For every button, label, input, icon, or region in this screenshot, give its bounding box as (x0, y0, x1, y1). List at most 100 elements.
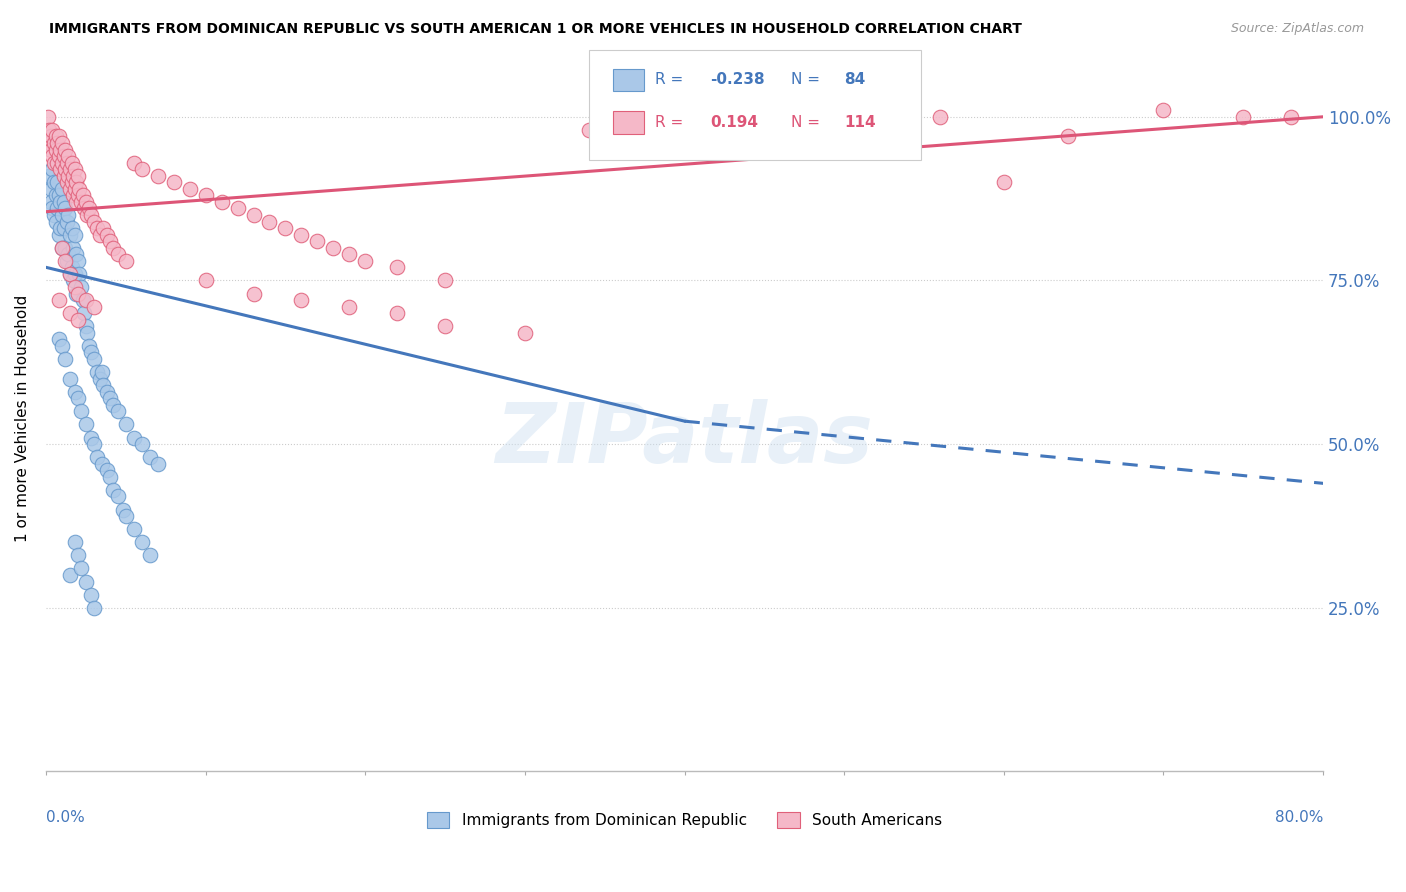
Point (194, 273, 217, 287)
Point (45, 188, 67, 202)
Point (51, 339, 73, 353)
Point (111, 502, 134, 516)
Point (66, 169, 89, 183)
Point (79, 430, 101, 444)
Point (53, 162, 76, 177)
Point (62, 241, 84, 255)
Point (86, 365, 108, 379)
Point (41, 162, 63, 177)
Point (131, 535, 153, 549)
Point (434, 319, 457, 334)
Point (46, 155, 69, 169)
Text: R =: R = (655, 72, 689, 87)
Point (434, 273, 457, 287)
Text: 80.0%: 80.0% (1275, 810, 1323, 825)
Point (53, 241, 76, 255)
Point (75, 293, 97, 307)
Point (62, 169, 84, 183)
FancyBboxPatch shape (589, 50, 921, 160)
Point (146, 169, 169, 183)
Point (48, 227, 70, 242)
Point (63, 227, 86, 242)
Point (55, 155, 77, 169)
Point (93, 221, 115, 235)
Point (385, 260, 408, 275)
Point (242, 208, 264, 222)
Point (226, 202, 249, 216)
Point (53, 202, 76, 216)
Point (45, 143, 67, 157)
Point (55, 253, 77, 268)
Point (63, 162, 86, 177)
Point (101, 241, 124, 255)
Point (131, 437, 153, 451)
Point (79, 345, 101, 359)
Point (163, 175, 186, 189)
Point (52, 169, 75, 183)
Point (63, 280, 86, 294)
Point (65, 286, 87, 301)
Point (46, 202, 69, 216)
Point (72, 293, 94, 307)
Point (41, 123, 63, 137)
Text: 0.194: 0.194 (710, 115, 758, 130)
Point (51, 208, 73, 222)
Point (41, 149, 63, 163)
Point (107, 490, 129, 504)
Point (107, 247, 129, 261)
FancyBboxPatch shape (613, 69, 644, 91)
Point (55, 214, 77, 228)
Point (513, 326, 536, 340)
Point (211, 194, 233, 209)
Point (60, 155, 83, 169)
Point (101, 483, 124, 497)
Text: IMMIGRANTS FROM DOMINICAN REPUBLIC VS SOUTH AMERICAN 1 OR MORE VEHICLES IN HOUSE: IMMIGRANTS FROM DOMINICAN REPUBLIC VS SO… (49, 22, 1022, 37)
Point (131, 162, 153, 177)
Point (58, 247, 80, 261)
Text: 0.0%: 0.0% (46, 810, 84, 825)
Point (114, 253, 136, 268)
Point (63, 384, 86, 399)
Point (122, 155, 145, 169)
Point (62, 273, 84, 287)
Point (66, 549, 89, 563)
Point (65, 247, 87, 261)
Point (51, 182, 73, 196)
Point (45, 129, 67, 144)
Text: ZIPatlas: ZIPatlas (496, 399, 873, 480)
Point (42, 155, 65, 169)
Point (385, 306, 408, 320)
Point (194, 188, 217, 202)
Point (93, 378, 115, 392)
Text: N =: N = (790, 72, 824, 87)
Point (42, 175, 65, 189)
Point (42, 208, 65, 222)
Point (63, 267, 86, 281)
Point (39, 182, 62, 196)
Point (63, 535, 86, 549)
Point (59, 182, 82, 196)
Point (49, 194, 72, 209)
Point (86, 450, 108, 465)
Point (993, 175, 1015, 189)
Point (59, 267, 82, 281)
Point (72, 188, 94, 202)
Point (101, 398, 124, 412)
Point (48, 129, 70, 144)
Point (79, 588, 101, 602)
Point (89, 371, 111, 385)
Point (41, 202, 63, 216)
Point (51, 155, 73, 169)
Point (77, 339, 100, 353)
Point (46, 136, 69, 150)
Point (1232, 110, 1254, 124)
Point (70, 561, 93, 575)
Point (66, 253, 89, 268)
Point (75, 574, 97, 589)
Point (38, 123, 60, 137)
Point (38, 169, 60, 183)
Point (51, 241, 73, 255)
Point (76, 208, 98, 222)
Point (274, 221, 297, 235)
Point (114, 509, 136, 524)
